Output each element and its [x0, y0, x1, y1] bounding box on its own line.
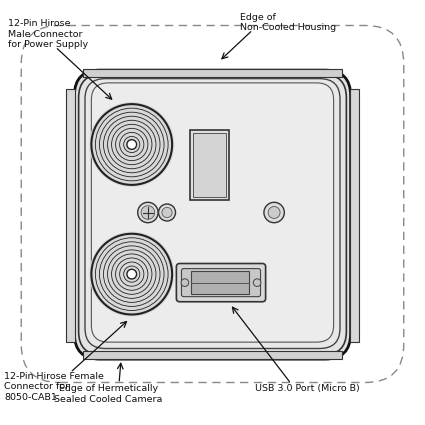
Circle shape	[127, 269, 136, 279]
Text: 12-Pin Hirose Female
Connector for
8050-CAB1: 12-Pin Hirose Female Connector for 8050-…	[4, 372, 104, 402]
Bar	[83, 351, 342, 359]
FancyBboxPatch shape	[181, 269, 261, 297]
FancyBboxPatch shape	[91, 83, 334, 342]
Circle shape	[268, 207, 280, 218]
Circle shape	[141, 206, 155, 219]
Text: Edge of Hermetically
Sealed Cooled Camera: Edge of Hermetically Sealed Cooled Camer…	[54, 384, 162, 404]
Text: USB 3.0 Port (Micro B): USB 3.0 Port (Micro B)	[255, 384, 360, 393]
Circle shape	[138, 202, 158, 223]
Text: Edge of
Non-Cooled Housing: Edge of Non-Cooled Housing	[240, 13, 336, 32]
FancyBboxPatch shape	[85, 79, 340, 348]
Circle shape	[127, 140, 136, 149]
Circle shape	[264, 202, 284, 223]
Circle shape	[162, 207, 172, 218]
Text: 12-Pin Hirose
Male Connector
for Power Supply: 12-Pin Hirose Male Connector for Power S…	[8, 19, 89, 49]
FancyBboxPatch shape	[176, 264, 266, 302]
Bar	[83, 69, 342, 76]
Bar	[191, 271, 249, 294]
FancyBboxPatch shape	[74, 70, 351, 359]
Bar	[350, 89, 359, 342]
Circle shape	[159, 204, 176, 221]
Circle shape	[181, 279, 189, 286]
Bar	[66, 89, 75, 342]
Circle shape	[89, 232, 174, 317]
Circle shape	[89, 102, 174, 187]
Circle shape	[253, 279, 261, 286]
Bar	[193, 133, 226, 197]
Bar	[190, 130, 229, 200]
FancyBboxPatch shape	[79, 74, 346, 355]
